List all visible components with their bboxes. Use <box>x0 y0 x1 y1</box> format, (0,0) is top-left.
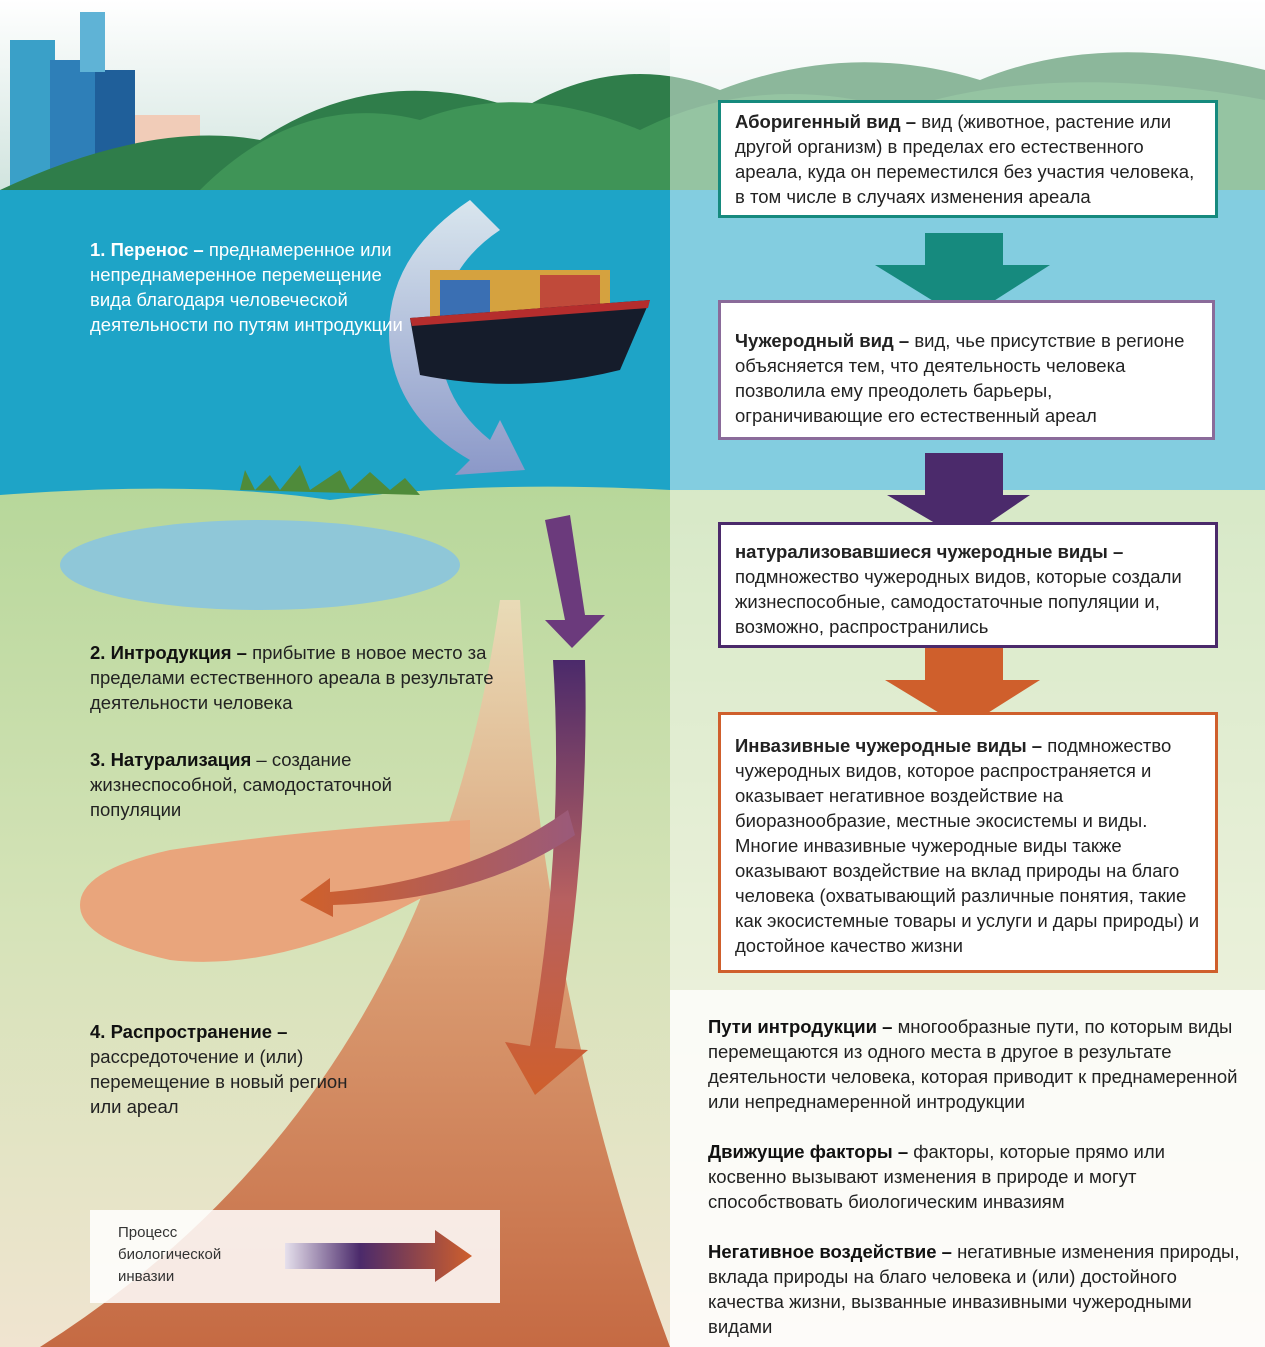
stage: 3. Натурализация – создание жизнеспособн… <box>90 747 430 822</box>
box-naturalized: натурализовавшиеся чужеродные виды – под… <box>718 522 1218 648</box>
stage: 2. Интродукция – прибытие в новое место … <box>90 640 530 715</box>
stage-term: 1. Перенос – <box>90 239 204 260</box>
definition-term: Движущие факторы – <box>708 1141 908 1162</box>
legend-arrow <box>90 1210 500 1303</box>
definition: Негативное воздействие – негативные изме… <box>708 1239 1248 1339</box>
box-term: натурализовавшиеся чужеродные виды – <box>735 541 1123 562</box>
stage: 1. Перенос – преднамеренное или непредна… <box>90 237 410 337</box>
box-native: Аборигенный вид – вид (животное, растени… <box>718 100 1218 218</box>
box-alien: Чужеродный вид – вид, чье присутствие в … <box>718 300 1215 440</box>
stage-term: 3. Натурализация <box>90 749 251 770</box>
definition-term: Негативное воздействие – <box>708 1241 952 1262</box>
definition: Пути интродукции – многообразные пути, п… <box>708 1014 1263 1114</box>
stage: 4. Распространение – рассредоточение и (… <box>90 1019 370 1119</box>
box-term: Чужеродный вид – <box>735 330 909 351</box>
legend: Процесс биологической инвазии <box>90 1210 500 1303</box>
stage-term: 2. Интродукция – <box>90 642 247 663</box>
definition-term: Пути интродукции – <box>708 1016 892 1037</box>
box-text: подмножество чужеродных видов, которое р… <box>735 735 1199 956</box>
box-text: подмножество чужеродных видов, которые с… <box>735 566 1182 637</box>
box-invasive: Инвазивные чужеродные виды – подмножеств… <box>718 712 1218 973</box>
infographic: 1. Перенос – преднамеренное или непредна… <box>0 0 1265 1347</box>
stage-text: рассредоточение и (или) перемещение в но… <box>90 1046 347 1117</box>
definition: Движущие факторы – факторы, которые прям… <box>708 1139 1248 1214</box>
box-term: Аборигенный вид – <box>735 111 916 132</box>
stage-term: 4. Распространение – <box>90 1021 287 1042</box>
box-term: Инвазивные чужеродные виды – <box>735 735 1042 756</box>
